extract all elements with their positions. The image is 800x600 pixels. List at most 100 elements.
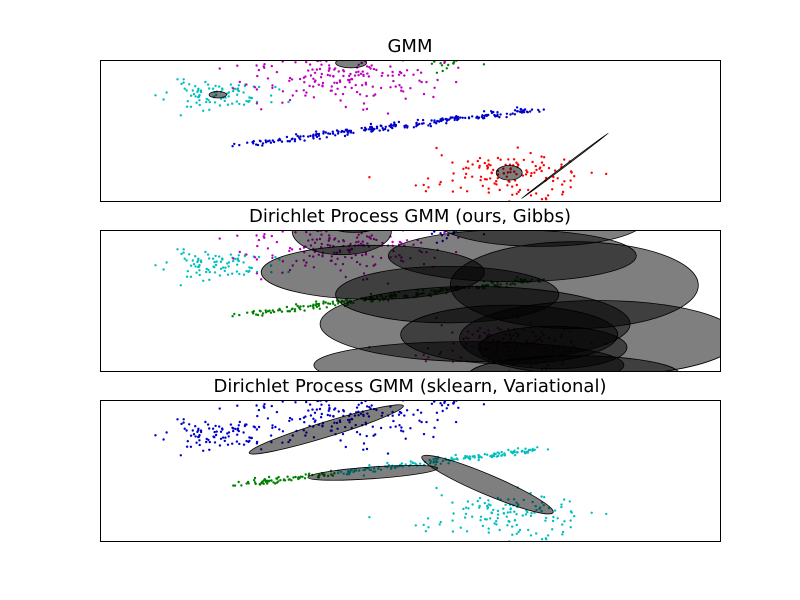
data-point [362,108,365,111]
data-point [439,62,442,65]
data-point [231,102,234,105]
data-point [327,409,330,412]
data-point [313,71,317,74]
data-point [538,110,541,113]
data-point [400,71,403,75]
data-point [432,435,435,439]
data-point [263,403,266,406]
data-point [162,98,165,101]
data-point [464,512,468,516]
data-point [288,249,291,253]
data-point [476,499,479,503]
data-point [322,300,325,303]
data-point [198,443,201,447]
data-point [343,134,347,138]
data-point [495,183,498,186]
data-point [312,307,315,310]
data-point [435,411,439,414]
data-point [182,251,185,254]
data-point [238,313,241,317]
data-point [368,516,371,519]
data-point [483,453,486,456]
data-point [379,426,383,430]
data-point [513,449,516,452]
data-point [255,143,258,146]
data-point [386,461,389,465]
data-point [445,407,448,410]
data-point [366,72,369,75]
data-point [278,88,281,91]
data-point [542,164,545,167]
data-point [523,450,526,453]
data-point [547,166,551,170]
data-point [233,312,236,316]
data-point [605,512,608,516]
data-point [339,439,342,442]
data-point [221,266,225,269]
data-point [569,519,572,522]
data-point [219,437,223,440]
data-point [546,194,550,197]
data-point [226,103,230,106]
data-point [515,183,518,187]
data-point [435,486,438,490]
data-point [348,81,351,84]
data-point [198,273,201,277]
data-point [334,304,337,307]
data-point [384,125,387,128]
data-point [294,475,297,479]
data-point [248,439,251,443]
data-point [560,505,563,509]
data-point [487,527,490,530]
data-point [491,111,494,114]
data-point [260,278,263,281]
data-point [441,118,445,121]
data-point [457,406,460,409]
data-point [303,421,306,424]
data-point [223,269,226,273]
data-point [553,509,557,512]
data-point [344,128,348,131]
data-point [208,100,211,104]
subplot-title-gibbs: Dirichlet Process GMM (ours, Gibbs) [249,206,571,227]
data-point [449,116,452,119]
data-point [218,425,221,428]
data-point [542,108,545,111]
data-point [533,171,536,174]
data-point [293,308,297,311]
data-point [430,62,434,65]
data-point [412,413,415,416]
data-point [204,420,207,424]
data-point [498,188,501,192]
data-point [513,519,517,522]
data-point [349,129,353,133]
data-point [304,94,307,97]
data-point [471,115,474,118]
data-point [281,90,285,93]
data-point [205,100,208,104]
data-point [255,442,259,445]
data-point [350,77,353,81]
data-point [344,105,347,109]
data-point [412,126,416,129]
data-point [324,301,327,304]
data-point [471,455,474,458]
data-point [533,448,536,451]
data-point [180,422,183,426]
data-point [404,437,407,440]
data-point [394,124,397,128]
data-point [224,266,227,269]
data-point [439,119,443,122]
data-point [322,302,325,305]
data-point [315,408,319,411]
data-point [236,234,239,237]
data-point [365,65,369,68]
data-point [245,269,248,273]
data-point [427,186,430,189]
data-point [509,511,512,514]
data-point [303,477,307,480]
data-point [182,81,185,84]
data-point [496,177,499,180]
data-point [403,124,406,128]
